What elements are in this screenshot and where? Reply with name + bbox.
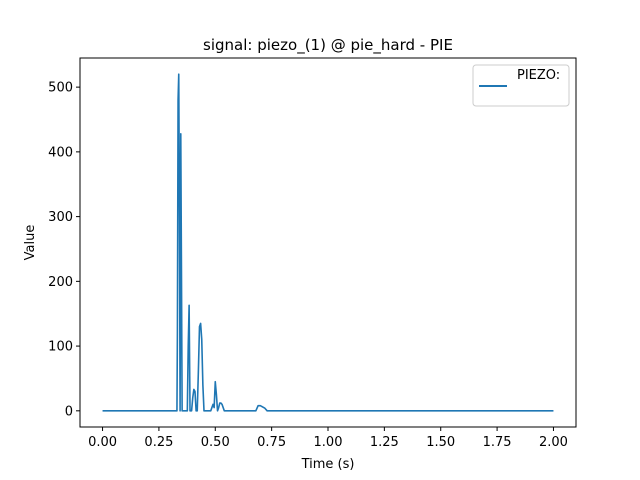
x-tick-label: 1.75: [483, 435, 512, 450]
x-tick-label: 1.25: [370, 435, 399, 450]
x-tick-label: 0.50: [201, 435, 230, 450]
x-axis-label: Time (s): [301, 457, 355, 472]
x-tick-label: 1.00: [314, 435, 343, 450]
y-axis: 0 100 200 300 400 500: [48, 81, 80, 419]
legend-box: [472, 64, 570, 107]
y-tick-label: 500: [48, 81, 73, 96]
x-tick-label: 0.25: [144, 435, 173, 450]
y-tick-label: 300: [48, 210, 73, 225]
y-tick-label: 100: [48, 340, 73, 355]
x-tick-label: 0.00: [88, 435, 117, 450]
legend: PIEZO:: [472, 64, 570, 107]
x-tick-label: 1.50: [426, 435, 455, 450]
x-tick-label: 0.75: [257, 435, 286, 450]
y-tick-label: 200: [48, 275, 73, 290]
y-tick-label: 400: [48, 145, 73, 160]
legend-entry-piezo: PIEZO:: [517, 68, 560, 83]
series-line-0: [102, 73, 554, 412]
chart-title: signal: piezo_(1) @ pie_hard - PIE: [203, 36, 453, 55]
y-axis-label: Value: [23, 225, 38, 261]
x-axis: 0.00 0.25 0.50 0.75 1.00 1.25 1.50 1.75 2.00: [88, 427, 568, 450]
x-tick-label: 2.00: [539, 435, 568, 450]
y-tick-label: 0: [65, 404, 73, 419]
